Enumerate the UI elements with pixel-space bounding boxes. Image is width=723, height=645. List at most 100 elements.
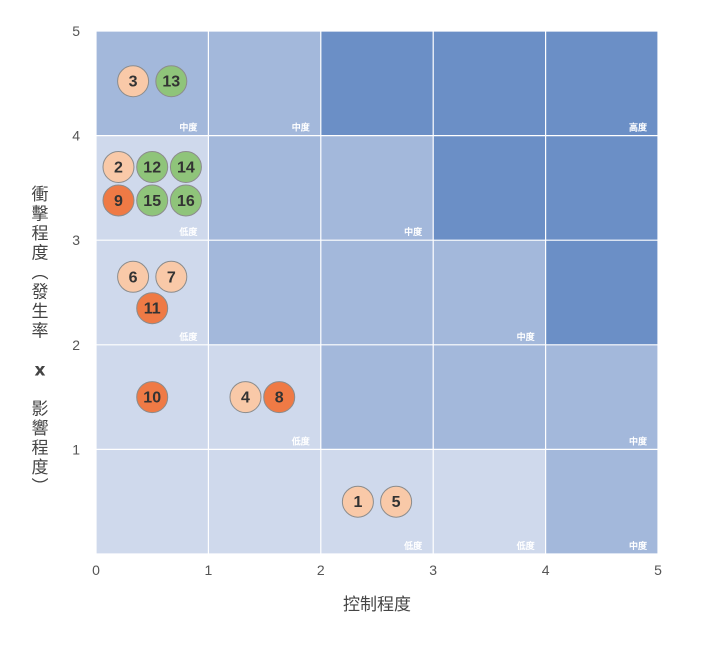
heatmap-cell [208,240,321,345]
risk-bubble-label: 16 [177,193,195,210]
risk-bubble-label: 4 [241,390,250,407]
y-axis-title-char: 擊 [32,205,49,225]
risk-bubble-label: 10 [143,390,161,407]
x-tick-label: 4 [542,562,550,578]
risk-bubble-label: 1 [353,494,362,511]
risk-bubble: 2 [102,150,135,183]
risk-bubble-label: 6 [129,269,138,286]
heatmap-cell [208,31,321,136]
heatmap-cell [545,240,658,345]
y-axis-title-char: 度 [32,458,49,478]
heatmap-cell [433,344,546,450]
y-axis-title-char: 發 [32,283,49,303]
risk-bubble: 9 [102,184,135,217]
risk-bubble-label: 8 [275,390,284,407]
risk-bubble-label: 5 [392,494,401,511]
y-tick-label: 4 [72,128,80,144]
cell-level-label: 中度 [629,540,648,552]
heatmap-cell [433,135,546,241]
risk-bubble: 10 [136,381,169,414]
heatmap-cell [433,240,546,345]
risk-bubble-label: 3 [129,74,138,91]
heatmap-cell [433,449,546,554]
cell-level-label: 低度 [403,540,423,552]
risk-bubble-circle [117,65,150,98]
cell-level-label: 低度 [516,540,536,552]
cell-level-label: 低度 [178,226,198,238]
y-axis-title-char: ︶ [32,478,49,498]
risk-bubble-label: 12 [143,159,161,176]
y-axis-title-char: 程 [32,224,49,244]
cell-level-label: 中度 [629,435,648,447]
risk-bubble-label: 15 [143,193,161,210]
risk-bubble-circle [155,260,188,293]
risk-bubble-circle [341,485,374,518]
risk-bubble: 13 [155,65,188,98]
heatmap-cell [545,31,658,136]
y-axis-ticks: 1 2 3 4 5 [72,23,80,457]
heatmap-cell [208,135,321,241]
heatmap-cell [320,344,434,450]
risk-bubble: 3 [117,65,150,98]
risk-bubble-circle [136,381,169,414]
x-axis-title: 控制程度 [343,595,411,615]
heatmap-cell [96,31,209,136]
risk-bubble: 5 [380,485,413,518]
y-axis-title-char: ︵ [32,263,49,283]
risk-bubble-circle [169,150,202,183]
y-tick-label: 1 [72,441,80,457]
risk-bubble: 16 [169,184,202,217]
gridlines [95,30,659,555]
y-axis-title-char: 衝 [32,185,49,205]
risk-bubble-label: 9 [114,193,123,210]
y-axis-title-char: 生 [32,302,49,322]
heatmap-cell [433,31,546,136]
risk-bubble-circle [169,184,202,217]
heatmap-cell [320,31,434,136]
y-axis-title-char: 影 [32,400,49,420]
y-axis-title-char: 度 [32,244,49,264]
risk-bubble: 4 [229,381,262,414]
risk-bubble: 12 [136,150,169,183]
cell-level-label: 中度 [517,331,536,343]
x-tick-label: 3 [429,562,437,578]
risk-bubble-circle [136,184,169,217]
risk-bubble-label: 13 [162,74,180,91]
cell-level-label: 中度 [292,122,311,134]
risk-bubble-circle [155,65,188,98]
x-tick-label: 1 [205,562,213,578]
risk-bubble-label: 11 [144,301,161,318]
heatmap-cell [320,240,434,345]
heatmap-cell [545,135,658,241]
cell-level-label: 中度 [179,122,198,134]
y-axis-title-char: 程 [32,439,49,459]
x-tick-label: 2 [317,562,325,578]
risk-bubble: 6 [117,260,150,293]
risk-bubble-circle [102,184,135,217]
risk-bubble: 14 [169,150,202,183]
x-tick-label: 5 [654,562,662,578]
y-tick-label: 3 [72,232,80,248]
risk-bubble-circle [380,485,413,518]
risk-bubble-circle [102,150,135,183]
risk-bubble-circle [136,150,169,183]
y-axis-title-char: 響 [32,419,49,439]
y-tick-label: 5 [72,23,80,39]
y-axis-title-char: x [35,361,46,381]
risk-bubble: 7 [155,260,188,293]
heatmap-cell [320,135,434,241]
cell-level-label: 低度 [178,331,198,343]
cell-level-label: 低度 [291,435,311,447]
heatmap-cell [96,449,209,554]
heatmap-cell [208,449,321,554]
risk-bubble-circle [117,260,150,293]
heatmap-cell [545,449,658,554]
risk-bubble-label: 14 [177,159,195,176]
y-axis-title-char: 率 [32,322,49,342]
cell-level-label: 中度 [404,226,423,238]
risk-bubble-circle [136,292,169,325]
